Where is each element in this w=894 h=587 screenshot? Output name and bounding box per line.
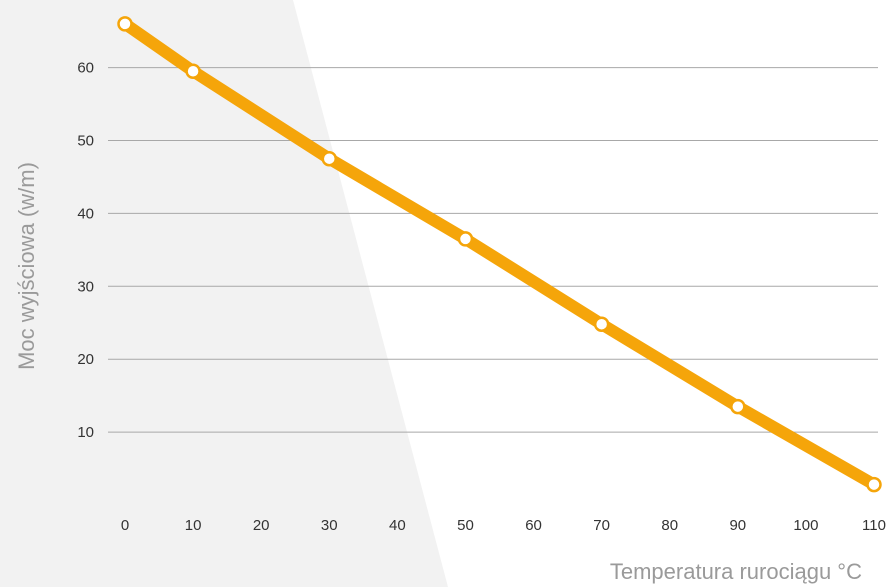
data-point: [185, 63, 201, 79]
y-tick-label: 30: [77, 278, 94, 295]
x-tick-label: 50: [457, 517, 474, 534]
x-tick-label: 110: [862, 517, 886, 534]
x-tick-label: 90: [729, 517, 746, 534]
x-tick-label: 10: [185, 517, 202, 534]
data-point: [593, 316, 610, 332]
data-series: [117, 16, 882, 493]
data-point: [117, 16, 133, 32]
x-tick-label: 20: [253, 517, 270, 534]
x-axis-title: Temperatura rurociągu °C: [610, 559, 862, 584]
y-tick-label: 50: [77, 133, 94, 150]
x-tick-label: 70: [593, 517, 610, 534]
x-tick-label: 40: [389, 517, 406, 534]
y-tick-label: 60: [77, 60, 94, 77]
x-tick-label: 100: [793, 517, 818, 534]
x-tick-label: 0: [121, 517, 129, 534]
data-point: [321, 150, 338, 167]
data-point: [457, 231, 474, 247]
y-tick-labels: 10 20 30 40 50 60: [77, 60, 94, 442]
x-tick-label: 30: [321, 517, 338, 534]
data-point: [866, 476, 882, 493]
background-shape: [0, 0, 448, 587]
data-point: [730, 398, 746, 415]
y-tick-label: 40: [77, 205, 94, 222]
y-tick-label: 10: [77, 424, 94, 441]
y-tick-label: 20: [77, 351, 94, 368]
y-axis-title: Moc wyjściowa (w/m): [14, 162, 39, 370]
x-tick-label: 80: [661, 517, 678, 534]
x-tick-label: 60: [525, 517, 542, 534]
grid-lines: [108, 67, 878, 433]
x-tick-labels: 0 10 20 30 40 50 60 70 80 90 100 110: [121, 517, 886, 534]
